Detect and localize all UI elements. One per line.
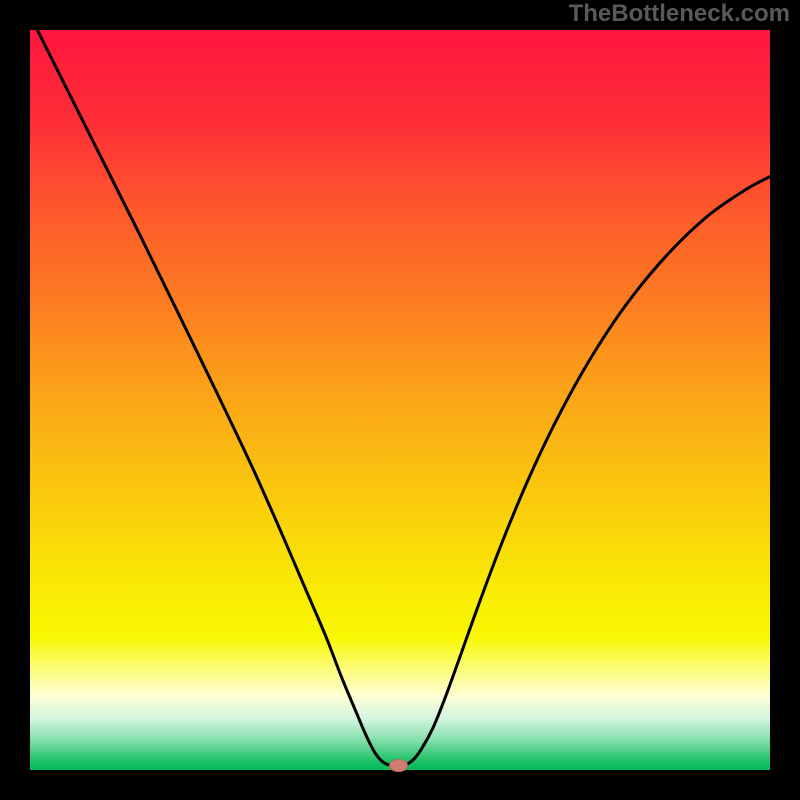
- plot-background: [30, 30, 770, 770]
- optimum-marker: [390, 760, 408, 772]
- watermark-text: TheBottleneck.com: [569, 0, 790, 28]
- bottleneck-chart: [0, 0, 800, 800]
